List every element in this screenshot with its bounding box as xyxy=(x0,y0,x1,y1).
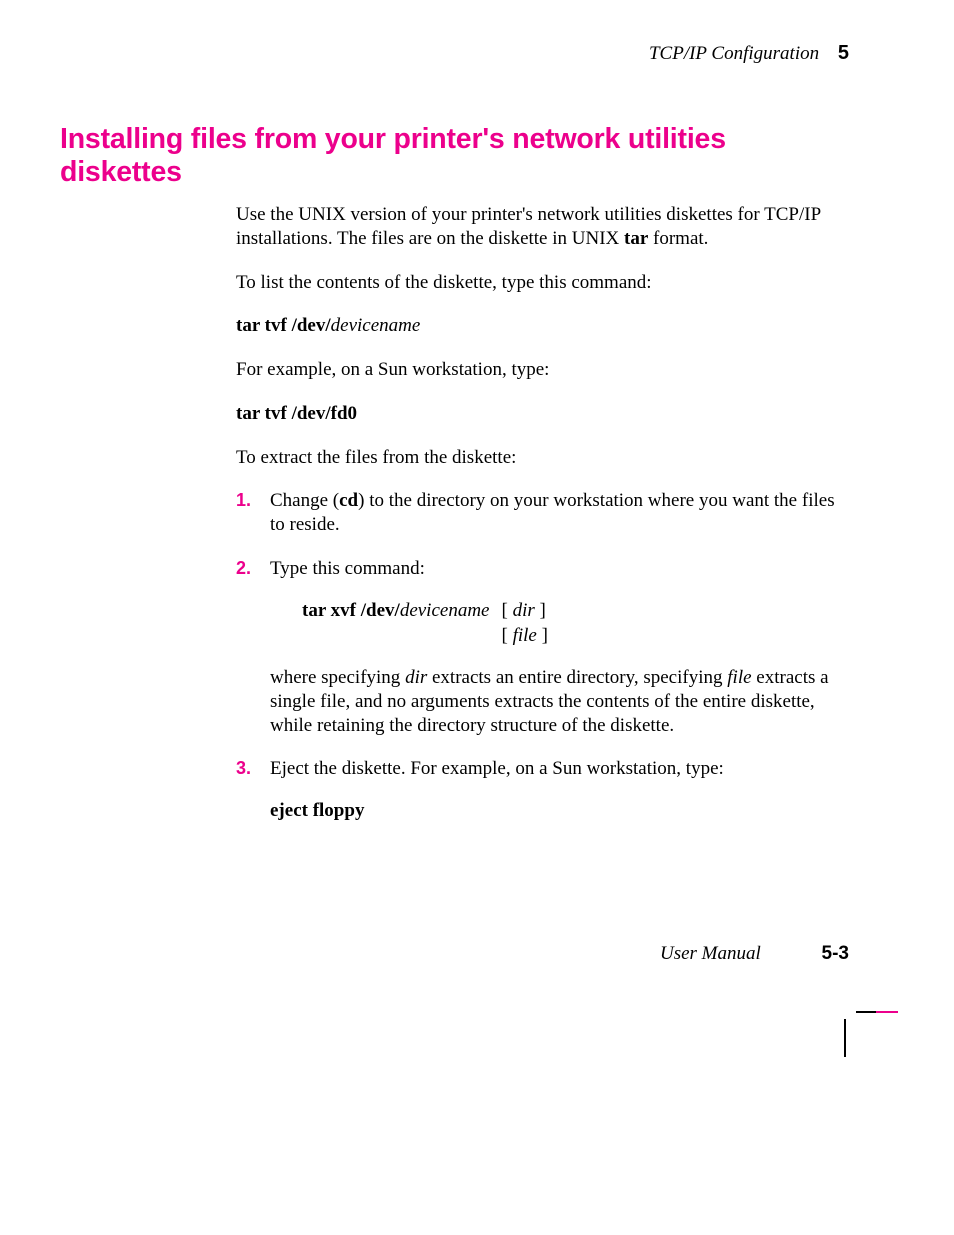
text-run: Eject the diskette. For example, on a Su… xyxy=(270,758,724,779)
page: TCP/IP Configuration 5 Installing files … xyxy=(0,0,954,1235)
running-header: TCP/IP Configuration 5 xyxy=(60,42,849,65)
cmd-literal: eject floppy xyxy=(270,800,364,821)
cmd-literal: tar tvf /dev/ xyxy=(236,315,331,336)
section-name: TCP/IP Configuration xyxy=(649,43,819,64)
page-footer: User Manual 5-3 xyxy=(660,943,849,965)
intro-paragraph-2: To list the contents of the diskette, ty… xyxy=(236,271,849,295)
cmd-arg-devicename: devicename xyxy=(331,315,421,336)
footer-page-number: 5-3 xyxy=(822,943,849,964)
cmd-literal: tar tvf /dev/fd0 xyxy=(236,403,357,424)
step-2-explain: where specifying dir extracts an entire … xyxy=(270,666,849,737)
cmd-arg-dir: dir xyxy=(513,600,535,621)
cmd-arg-devicename: devicename xyxy=(400,600,490,621)
bracket: [ xyxy=(501,625,512,646)
bold-term-tar: tar xyxy=(624,228,648,249)
body-text: Use the UNIX version of your printer's n… xyxy=(236,203,849,823)
steps-list: Change (cd) to the directory on your wor… xyxy=(236,489,849,823)
bracket: [ xyxy=(501,600,512,621)
text-run: Use the UNIX version of your printer's n… xyxy=(236,204,820,249)
cmd-line-1-right: [ dir ] xyxy=(501,599,547,623)
step-2: Type this command: tar xvf /dev/devicena… xyxy=(236,557,849,738)
text-run: extracts an entire directory, specifying xyxy=(427,667,727,688)
bracket: ] xyxy=(537,625,548,646)
text-run: where specifying xyxy=(270,667,405,688)
text-run: format. xyxy=(648,228,708,249)
cmd-line-1-left: tar xvf /dev/devicename xyxy=(302,599,489,623)
intro-paragraph-1: Use the UNIX version of your printer's n… xyxy=(236,203,849,251)
italic-term-dir: dir xyxy=(405,667,427,688)
step-3: Eject the diskette. For example, on a Su… xyxy=(236,757,849,823)
step-1: Change (cd) to the directory on your wor… xyxy=(236,489,849,537)
cmd-literal: tar xvf /dev/ xyxy=(302,600,400,621)
command-eject: eject floppy xyxy=(270,799,849,823)
footer-manual: User Manual xyxy=(660,943,761,964)
italic-term-file: file xyxy=(727,667,751,688)
intro-paragraph-3: For example, on a Sun workstation, type: xyxy=(236,358,849,382)
chapter-number: 5 xyxy=(838,42,849,64)
command-extract: tar xvf /dev/devicename [ dir ] [ file ] xyxy=(302,599,548,649)
command-list-example: tar tvf /dev/fd0 xyxy=(236,402,849,426)
bracket: ] xyxy=(535,600,546,621)
text-run: Change ( xyxy=(270,490,339,511)
bold-term-cd: cd xyxy=(339,490,358,511)
command-list-contents: tar tvf /dev/devicename xyxy=(236,314,849,338)
page-title: Installing files from your printer's net… xyxy=(60,123,849,189)
text-run: Type this command: xyxy=(270,558,425,579)
crop-mark-icon xyxy=(836,997,898,1059)
intro-paragraph-4: To extract the files from the diskette: xyxy=(236,446,849,470)
cmd-line-2-right: [ file ] xyxy=(501,624,547,648)
cmd-arg-file: file xyxy=(513,625,537,646)
